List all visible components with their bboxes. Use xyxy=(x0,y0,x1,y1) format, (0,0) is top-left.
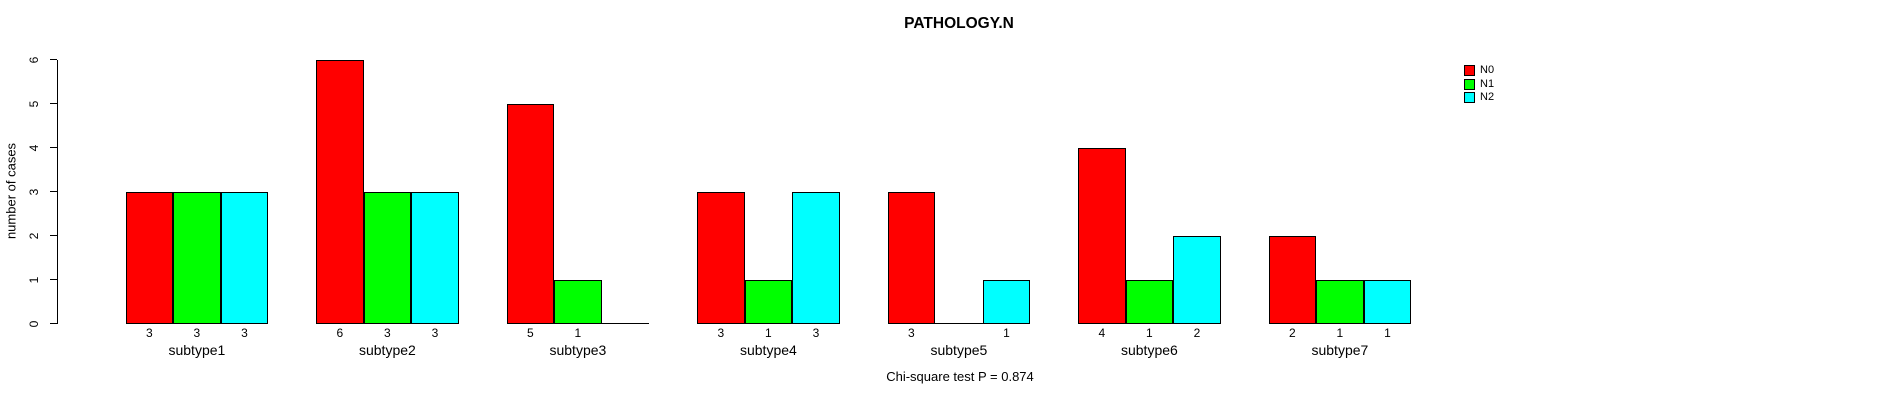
bar-n2-subtype7 xyxy=(1363,279,1412,324)
bar-n1-subtype4 xyxy=(744,279,793,324)
bar-zero-n1-subtype5 xyxy=(935,322,983,325)
y-tick-label: 5 xyxy=(27,100,41,107)
bar-value-label: 3 xyxy=(812,326,820,340)
bar-value-label: 1 xyxy=(1384,326,1391,340)
y-tick-label: 3 xyxy=(27,188,41,195)
legend-label-n0: N0 xyxy=(1480,64,1495,76)
bar-value-label: 3 xyxy=(907,326,915,340)
bar-n1-subtype1 xyxy=(173,191,221,324)
bar-value-label: 6 xyxy=(336,326,344,340)
category-label-subtype5: subtype5 xyxy=(930,342,988,358)
y-tick-mark xyxy=(50,234,57,237)
bar-value-label: 1 xyxy=(1003,326,1010,340)
legend-item-n0: N0 xyxy=(1464,65,1494,76)
bar-value-label: 3 xyxy=(431,326,439,340)
y-tick-label: 0 xyxy=(27,320,41,327)
y-tick-mark xyxy=(50,102,57,105)
bar-n2-subtype4 xyxy=(792,191,840,324)
bar-value-label: 4 xyxy=(1098,326,1106,340)
category-label-subtype7: subtype7 xyxy=(1311,342,1369,358)
bar-zero-n2-subtype3 xyxy=(601,322,650,325)
y-tick-label: 1 xyxy=(27,276,41,283)
bar-value-label: 1 xyxy=(1146,326,1153,340)
legend: N0 N1 N2 xyxy=(1464,65,1494,106)
bar-value-label: 3 xyxy=(717,326,725,340)
bar-n0-subtype2 xyxy=(316,59,364,324)
y-tick-mark xyxy=(50,58,57,61)
y-tick-mark xyxy=(50,146,57,149)
bar-n2-subtype1 xyxy=(220,191,269,324)
legend-label-n2: N2 xyxy=(1480,91,1495,103)
y-tick-mark xyxy=(50,278,57,281)
bar-n0-subtype4 xyxy=(697,191,745,324)
bar-n0-subtype3 xyxy=(506,103,555,324)
bar-value-label: 2 xyxy=(1193,326,1201,340)
bar-n1-subtype2 xyxy=(363,191,412,324)
bar-n2-subtype5 xyxy=(982,279,1031,324)
y-tick-mark xyxy=(50,322,57,325)
category-label-subtype6: subtype6 xyxy=(1120,342,1178,358)
y-axis-line xyxy=(56,59,58,324)
bar-n0-subtype7 xyxy=(1268,235,1317,324)
bar-n2-subtype2 xyxy=(411,191,459,324)
bar-n1-subtype7 xyxy=(1316,279,1364,324)
bar-value-label: 2 xyxy=(1288,326,1296,340)
legend-swatch-n2 xyxy=(1464,92,1475,103)
bar-value-label: 1 xyxy=(765,326,772,340)
category-label-subtype3: subtype3 xyxy=(549,342,607,358)
bar-value-label: 1 xyxy=(1336,326,1344,340)
y-tick-mark xyxy=(50,190,57,193)
bar-n2-subtype6 xyxy=(1173,235,1221,324)
bar-value-label: 3 xyxy=(241,326,248,340)
bar-value-label: 1 xyxy=(574,326,582,340)
bar-n0-subtype1 xyxy=(125,191,174,324)
y-tick-label: 2 xyxy=(27,232,41,239)
bar-value-label: 3 xyxy=(145,326,153,340)
category-label-subtype2: subtype2 xyxy=(358,342,416,358)
bar-n0-subtype6 xyxy=(1078,147,1126,324)
legend-item-n2: N2 xyxy=(1464,92,1494,103)
chi-square-annotation: Chi-square test P = 0.874 xyxy=(886,369,1034,384)
bar-n1-subtype3 xyxy=(554,279,602,324)
bar-n0-subtype5 xyxy=(887,191,936,324)
y-tick-label: 4 xyxy=(27,144,41,151)
bar-value-label: 5 xyxy=(526,326,534,340)
legend-item-n1: N1 xyxy=(1464,77,1495,90)
category-label-subtype4: subtype4 xyxy=(739,342,797,358)
category-label-subtype1: subtype1 xyxy=(168,342,226,358)
chart-title: PATHOLOGY.N xyxy=(904,15,1014,32)
legend-swatch-n0 xyxy=(1464,65,1475,76)
bar-value-label: 3 xyxy=(384,326,391,340)
legend-swatch-n1 xyxy=(1464,78,1475,90)
bar-value-label: 3 xyxy=(193,326,201,340)
legend-label-n1: N1 xyxy=(1480,77,1495,90)
bar-n1-subtype6 xyxy=(1125,279,1174,324)
y-tick-label: 6 xyxy=(27,56,41,63)
